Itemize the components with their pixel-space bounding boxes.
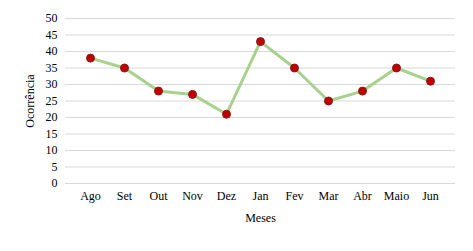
svg-text:50: 50: [46, 11, 58, 25]
svg-text:Set: Set: [117, 189, 133, 203]
svg-text:Mar: Mar: [319, 189, 339, 203]
svg-text:20: 20: [46, 110, 58, 124]
svg-text:40: 40: [46, 44, 58, 58]
svg-text:Maio: Maio: [384, 189, 409, 203]
svg-text:Meses: Meses: [245, 211, 276, 225]
svg-text:0: 0: [52, 176, 58, 190]
svg-text:10: 10: [46, 143, 58, 157]
svg-text:5: 5: [52, 160, 58, 174]
svg-text:30: 30: [46, 77, 58, 91]
svg-text:Out: Out: [150, 189, 169, 203]
svg-text:35: 35: [46, 61, 58, 75]
svg-text:Jan: Jan: [253, 189, 269, 203]
svg-text:Ago: Ago: [80, 189, 101, 203]
svg-text:45: 45: [46, 28, 58, 42]
svg-text:25: 25: [46, 94, 58, 108]
svg-text:Abr: Abr: [353, 189, 372, 203]
svg-text:Dez: Dez: [217, 189, 236, 203]
svg-text:Nov: Nov: [182, 189, 203, 203]
svg-text:Ocorrência: Ocorrência: [23, 74, 37, 128]
svg-text:Fev: Fev: [286, 189, 304, 203]
svg-text:15: 15: [46, 127, 58, 141]
svg-text:Jun: Jun: [422, 189, 439, 203]
